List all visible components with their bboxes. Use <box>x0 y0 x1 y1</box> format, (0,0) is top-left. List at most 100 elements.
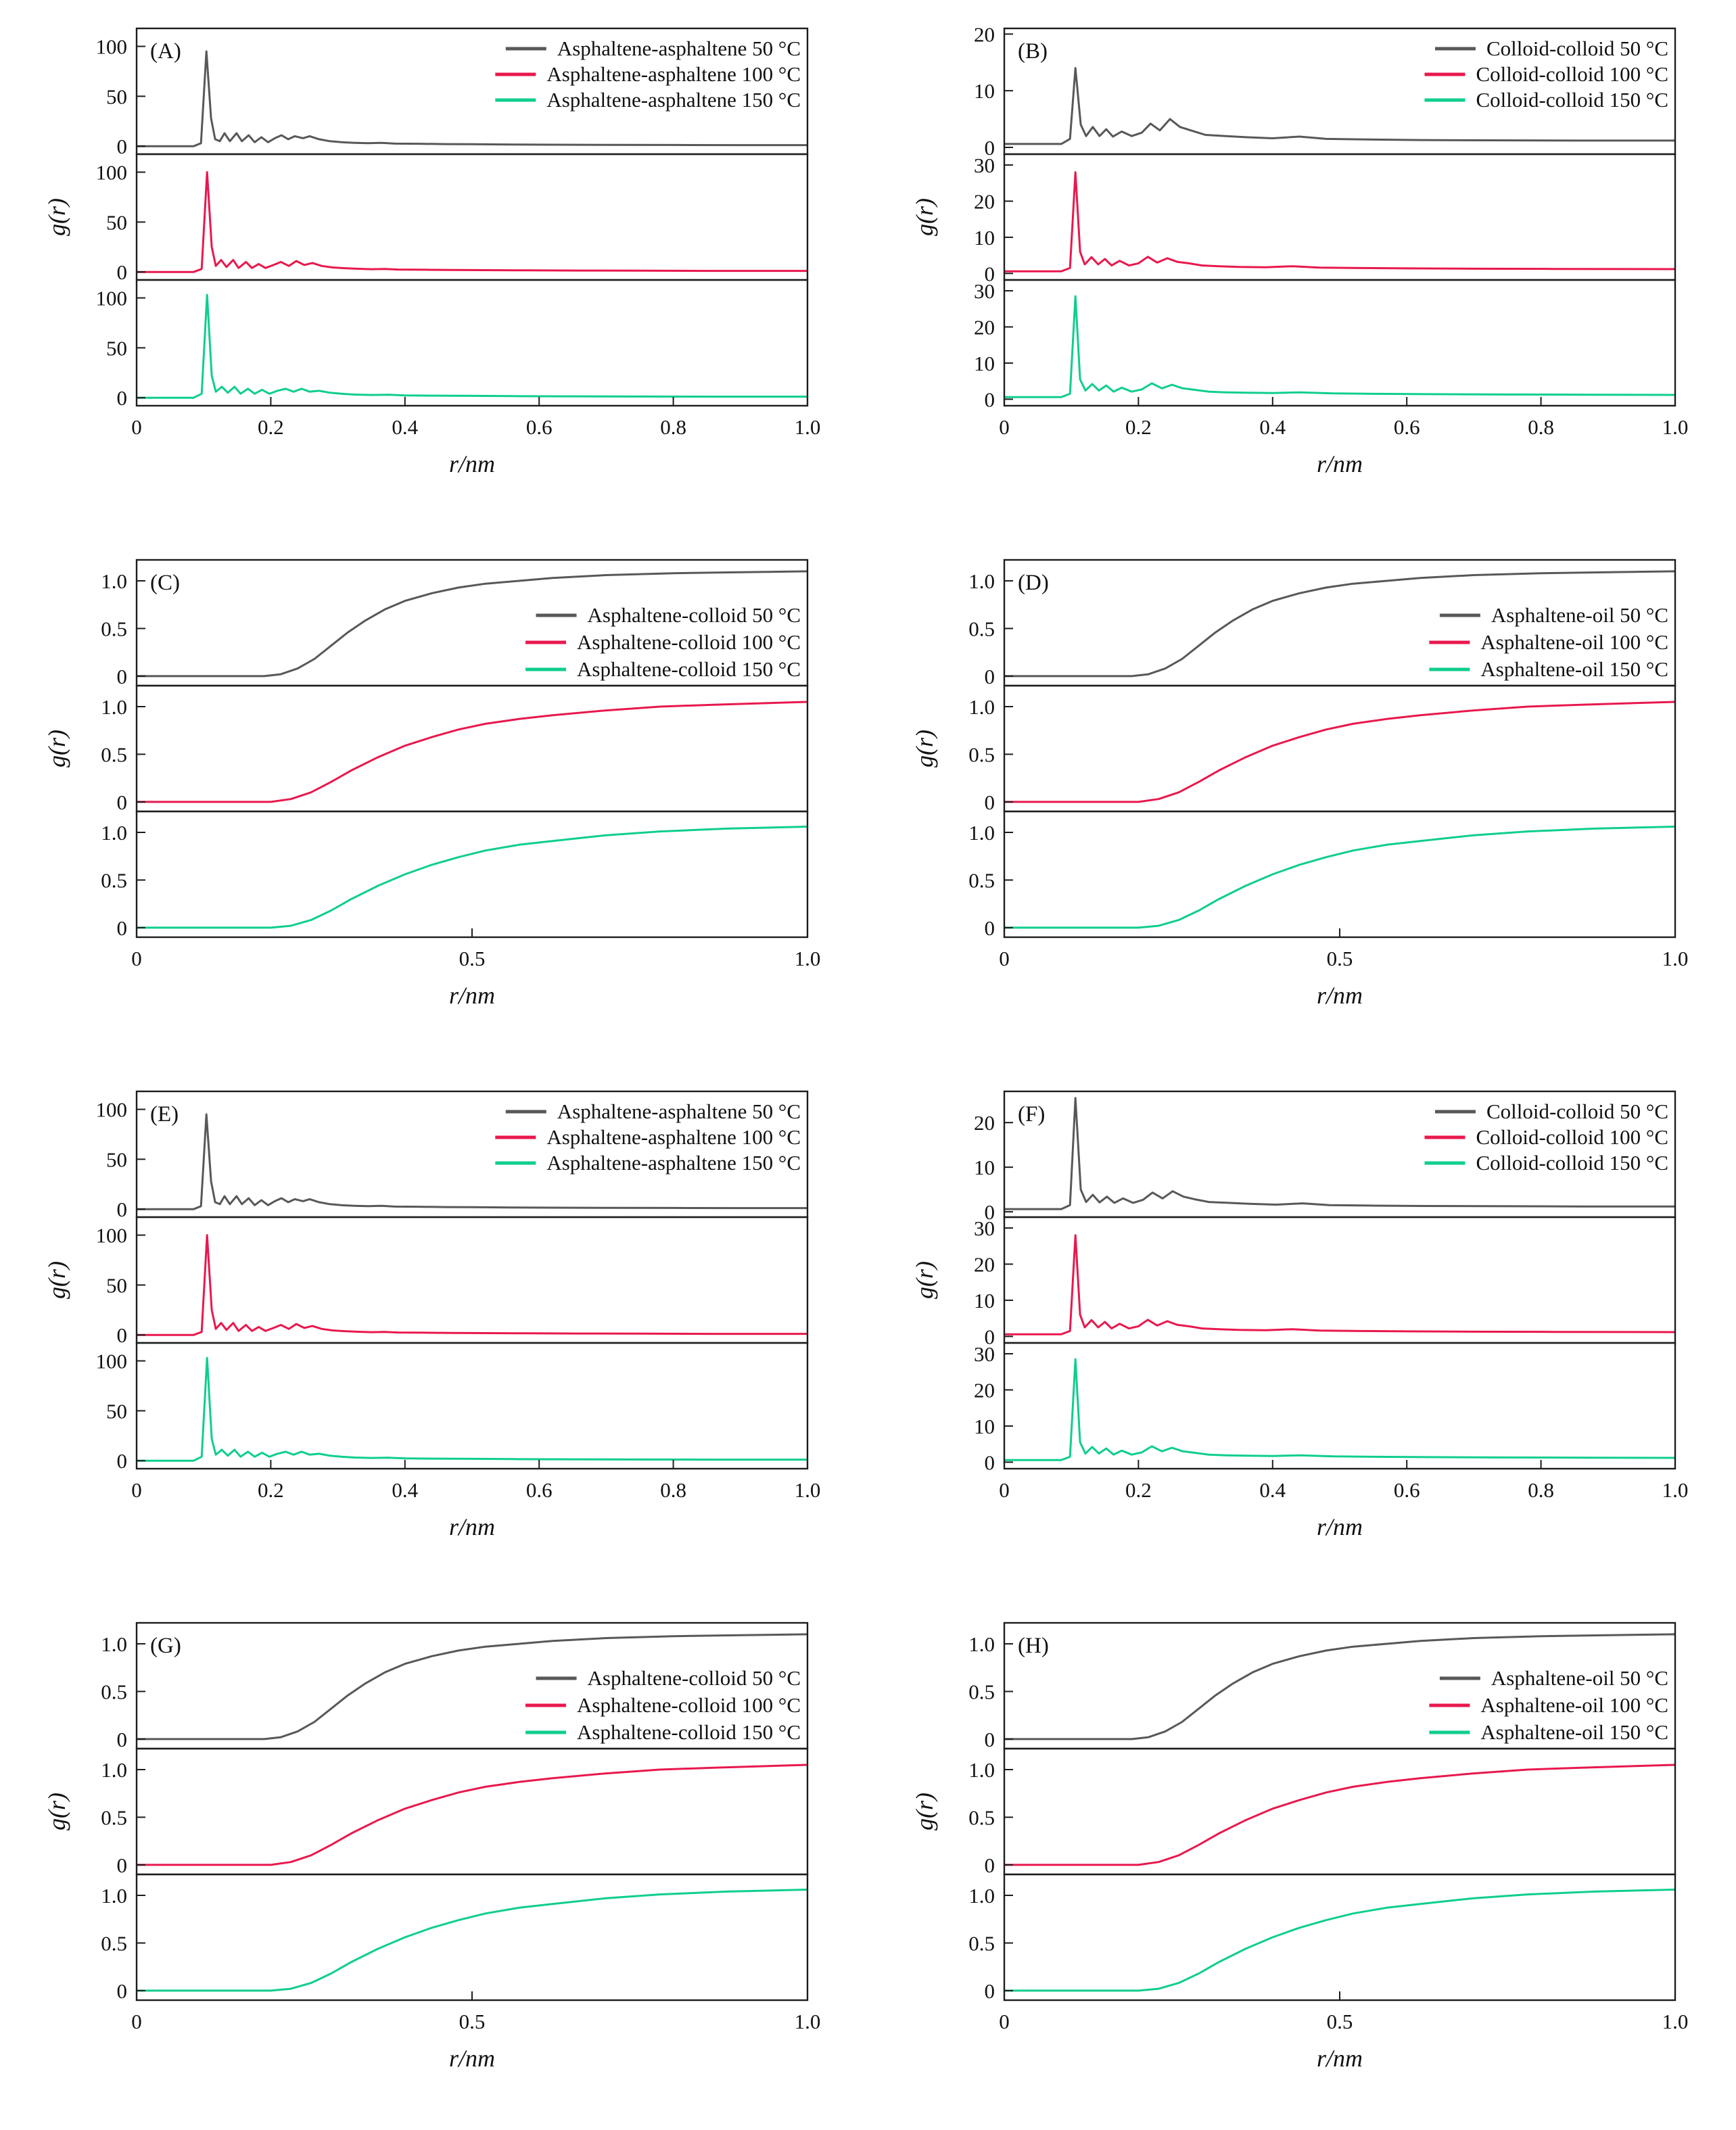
x-axis-label: r/nm <box>448 2045 494 2072</box>
y-axis-label: g(r) <box>911 1793 938 1830</box>
curve-coll150 <box>1004 295 1675 398</box>
y-tick-label: 0.5 <box>101 1805 127 1829</box>
curve-coll100 <box>1004 1234 1675 1335</box>
x-tick-label: 0.4 <box>392 1478 418 1502</box>
chart-(H): g(r) 0 0.5 1.0 0 0.5 1.0 0 0.5 1.0 0 0.5 1.0 r/nm (H) A… <box>911 1622 1689 2072</box>
y-tick-label: 50 <box>106 1273 127 1297</box>
curve-cum50 <box>1004 1633 1675 1741</box>
curve-asph100 <box>136 1234 807 1336</box>
y-tick-label: 50 <box>106 210 127 234</box>
y-tick-label: 10 <box>974 226 995 250</box>
legend-label: Asphaltene-oil 100 °C <box>1480 1693 1668 1717</box>
y-tick-label: 10 <box>974 1415 995 1438</box>
curve-asph150 <box>136 293 807 399</box>
y-axis-label: g(r) <box>43 1793 70 1830</box>
y-tick-label: 20 <box>974 315 995 339</box>
y-axis-label: g(r) <box>911 730 938 767</box>
x-tick-label: 0 <box>999 415 1010 439</box>
x-tick-label: 0.8 <box>660 1478 686 1502</box>
legend-label: Asphaltene-asphaltene 150 °C <box>546 1151 801 1175</box>
panel-C: g(r) 0 0.5 1.0 0 0.5 1.0 0 0.5 1.0 0 0.5 1.0 r/nm (C) A… <box>0 536 868 1067</box>
y-tick-label: 0 <box>985 136 995 160</box>
y-tick-label: 1.0 <box>101 1632 127 1656</box>
y-tick-label: 0 <box>116 665 127 688</box>
panel-E: g(r) 0 50 100 0 50 100 0 50 100 0 0.2 0.4 0.6 0.8 1.0 r/… <box>0 1067 868 1599</box>
y-tick-label: 1.0 <box>968 569 995 593</box>
legend-label: Asphaltene-colloid 50 °C <box>587 1666 800 1690</box>
legend-label: Asphaltene-colloid 50 °C <box>587 603 800 627</box>
x-tick-label: 0.5 <box>1327 2010 1353 2033</box>
x-axis-label: r/nm <box>1317 450 1363 477</box>
x-tick-label: 0.2 <box>1125 415 1152 439</box>
curve-cum100 <box>136 701 807 803</box>
legend-label: Colloid-colloid 100 °C <box>1476 62 1668 86</box>
legend-label: Asphaltene-asphaltene 50 °C <box>557 1099 800 1123</box>
x-tick-label: 0.2 <box>1125 1478 1152 1502</box>
y-tick-label: 0 <box>116 386 127 410</box>
y-tick-label: 20 <box>974 1111 995 1135</box>
y-tick-label: 100 <box>95 1350 127 1373</box>
panel-A: g(r) 0 50 100 0 50 100 0 50 100 0 0.2 0.4 0.6 0.8 1.0 r/… <box>0 4 868 536</box>
y-tick-label: 0 <box>985 665 995 688</box>
x-tick-label: 0.6 <box>1394 1478 1420 1502</box>
y-axis-label: g(r) <box>43 1261 70 1299</box>
x-tick-label: 0.4 <box>1259 415 1286 439</box>
x-tick-label: 1.0 <box>794 2010 820 2033</box>
y-tick-label: 30 <box>974 1342 995 1366</box>
x-tick-label: 0.8 <box>1528 1478 1554 1502</box>
y-tick-label: 1.0 <box>101 569 127 593</box>
y-tick-label: 1.0 <box>968 1758 995 1782</box>
subplot-border <box>1003 1342 1676 1470</box>
curve-cum150 <box>1004 1889 1675 1992</box>
y-tick-label: 20 <box>974 189 995 213</box>
x-axis-label: r/nm <box>1317 2045 1363 2072</box>
y-tick-label: 0.5 <box>101 868 127 892</box>
curve-coll150 <box>1004 1358 1675 1461</box>
legend-label: Asphaltene-oil 100 °C <box>1480 630 1668 654</box>
panel-letter-label: (D) <box>1018 571 1049 595</box>
legend-label: Colloid-colloid 50 °C <box>1486 1099 1668 1123</box>
panel-H: g(r) 0 0.5 1.0 0 0.5 1.0 0 0.5 1.0 0 0.5 1.0 r/nm (H) A… <box>868 1599 1736 2130</box>
y-tick-label: 1.0 <box>968 1632 995 1656</box>
panel-letter-label: (F) <box>1018 1102 1045 1127</box>
panel-letter-label: (H) <box>1018 1634 1049 1658</box>
y-tick-label: 1.0 <box>101 1884 127 1908</box>
y-axis-label: g(r) <box>43 198 70 236</box>
y-tick-label: 0.5 <box>968 868 995 892</box>
x-tick-label: 0.8 <box>660 415 686 439</box>
y-tick-label: 50 <box>106 1399 127 1423</box>
curve-asph50 <box>136 1113 807 1210</box>
chart-(E): g(r) 0 50 100 0 50 100 0 50 100 0 0.2 0.4 0.6 0.8 1.0 r/… <box>43 1090 820 1540</box>
y-tick-label: 1.0 <box>101 695 127 719</box>
panel-letter-label: (C) <box>150 571 180 595</box>
chart-(A): g(r) 0 50 100 0 50 100 0 50 100 0 0.2 0.4 0.6 0.8 1.0 r/… <box>43 27 820 477</box>
y-tick-label: 0 <box>985 262 995 285</box>
x-tick-label: 0.4 <box>1259 1478 1286 1502</box>
x-tick-label: 0.5 <box>1327 947 1353 970</box>
subplot-border <box>1003 279 1676 407</box>
x-tick-label: 1.0 <box>1662 2010 1689 2033</box>
legend-label: Asphaltene-asphaltene 150 °C <box>546 88 801 112</box>
y-tick-label: 1.0 <box>101 821 127 845</box>
legend-label: Asphaltene-oil 150 °C <box>1480 657 1668 681</box>
y-tick-label: 10 <box>974 79 995 103</box>
legend-label: Asphaltene-asphaltene 100 °C <box>546 1125 801 1149</box>
y-tick-label: 0.5 <box>968 1805 995 1829</box>
y-tick-label: 20 <box>974 1252 995 1276</box>
y-tick-label: 100 <box>95 1224 127 1248</box>
y-tick-label: 0 <box>985 1325 995 1348</box>
legend-label: Asphaltene-colloid 100 °C <box>577 1693 801 1717</box>
y-tick-label: 0 <box>985 387 995 411</box>
legend-label: Colloid-colloid 100 °C <box>1476 1125 1668 1149</box>
y-tick-label: 0 <box>116 1198 127 1221</box>
y-tick-label: 0.5 <box>101 1931 127 1955</box>
x-tick-label: 1.0 <box>794 415 820 439</box>
x-axis-label: r/nm <box>448 982 494 1009</box>
subplot-border <box>1003 1216 1676 1344</box>
x-tick-label: 1.0 <box>794 1478 820 1502</box>
x-tick-label: 0 <box>999 1478 1010 1502</box>
x-tick-label: 0 <box>131 415 142 439</box>
x-tick-label: 1.0 <box>1662 415 1689 439</box>
